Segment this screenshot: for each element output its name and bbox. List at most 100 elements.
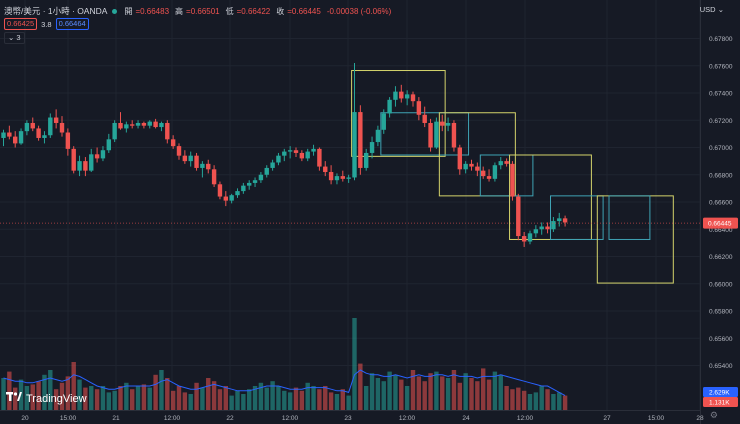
volume-bar	[399, 379, 404, 410]
volume-bar	[305, 382, 310, 410]
x-tick-label: 23	[344, 415, 352, 422]
volume-bar	[200, 387, 205, 410]
volume-bar	[258, 382, 264, 410]
volume-bar	[422, 381, 427, 410]
x-tick-label: 12:00	[164, 415, 181, 422]
y-tick-label: 0.66600	[709, 200, 733, 207]
tradingview-logo[interactable]: TradingView	[6, 392, 87, 405]
volume-bar	[445, 378, 451, 410]
volume-bar	[71, 362, 76, 410]
candle-body	[112, 122, 117, 140]
candle-body	[7, 132, 12, 137]
volume-bar	[428, 373, 433, 410]
candle-body	[510, 163, 515, 197]
high-value: =0.66501	[186, 6, 220, 16]
candle-body	[287, 150, 293, 152]
volume-bar	[346, 395, 351, 410]
candle-body	[229, 195, 234, 201]
candle-body	[317, 148, 322, 167]
y-tick-label: 0.67400	[709, 91, 733, 98]
candle-body	[440, 121, 445, 126]
volume-bar	[475, 381, 480, 410]
candle-body	[428, 122, 433, 148]
volume-bar	[323, 386, 328, 410]
indicators-toggle[interactable]: ⌄ 3	[4, 32, 25, 44]
candle-body	[346, 177, 351, 179]
volume-bar	[106, 392, 111, 410]
volume-bar	[486, 379, 492, 410]
volume-bar	[299, 390, 305, 410]
volume-bar	[182, 392, 188, 410]
volume-bar	[53, 389, 59, 410]
settings-gear-icon[interactable]: ⚙	[709, 410, 718, 420]
symbol-title[interactable]: 澳幣/美元 · 1小時 · OANDA	[4, 6, 108, 16]
volume-bar	[492, 371, 498, 410]
volume-bar	[229, 395, 234, 410]
buy-button[interactable]: 0.66464	[55, 18, 89, 30]
currency-selector[interactable]: USD ⌄	[700, 5, 724, 14]
x-tick-label: 28	[696, 415, 704, 422]
volume-bar	[551, 394, 556, 410]
candle-body	[328, 172, 334, 181]
volume-bar	[147, 387, 152, 410]
volume-bar	[287, 392, 293, 410]
candle-body	[147, 121, 152, 126]
candle-body	[557, 218, 562, 222]
x-tick-label: 22	[226, 415, 234, 422]
candle-body	[481, 170, 486, 177]
y-tick-label: 0.67000	[709, 145, 733, 152]
candle-body	[399, 91, 404, 99]
spread-value: 3.8	[41, 19, 52, 29]
volume-bar	[457, 382, 462, 410]
candle-body	[545, 226, 550, 230]
candle-body	[65, 132, 71, 149]
volume-bar	[334, 394, 340, 410]
candle-body	[48, 117, 53, 136]
x-tick-label: 15:00	[60, 415, 77, 422]
volume-bar	[235, 390, 240, 410]
candle-body	[159, 122, 164, 128]
candle-body	[457, 147, 462, 170]
volume-bar	[170, 390, 176, 410]
volume-bar	[369, 373, 375, 410]
candle-body	[369, 142, 375, 153]
quote-row: 0.66425 3.8 0.66464	[4, 18, 89, 30]
volume-bar	[7, 371, 12, 410]
candle-body	[200, 163, 205, 168]
candle-body	[94, 154, 100, 159]
sell-button[interactable]: 0.66425	[4, 18, 38, 30]
candle-body	[211, 169, 217, 185]
candle-body	[340, 176, 345, 179]
candle-body	[141, 122, 147, 126]
range-box-yellow	[438, 112, 516, 197]
x-tick-label: 27	[603, 415, 611, 422]
volume-bar	[404, 386, 410, 410]
currency-label: USD	[699, 5, 716, 14]
candle-body	[334, 176, 340, 181]
volume-bar	[434, 371, 439, 410]
range-box-cyan	[479, 154, 534, 197]
volume-bar	[65, 376, 71, 410]
volume-bar	[42, 374, 47, 410]
candle-body	[387, 99, 392, 114]
volume-bar	[194, 382, 199, 410]
candle-body	[106, 139, 111, 151]
candle-body	[434, 121, 439, 148]
candle-body	[492, 165, 498, 179]
candle-body	[36, 128, 41, 138]
volume-bar	[100, 386, 106, 410]
candle-body	[135, 122, 141, 126]
volume-bar	[270, 381, 275, 410]
volume-bar	[36, 381, 41, 410]
volume-bar	[381, 381, 386, 410]
volume-bar	[94, 389, 100, 410]
open-value: =0.66483	[135, 6, 170, 16]
volume-bar	[30, 384, 35, 410]
volume-bar	[48, 370, 53, 410]
candle-body	[451, 122, 457, 148]
candle-body	[42, 135, 47, 138]
volume-bar	[451, 370, 457, 410]
volume-bar	[557, 392, 562, 410]
candle-body	[206, 163, 211, 170]
